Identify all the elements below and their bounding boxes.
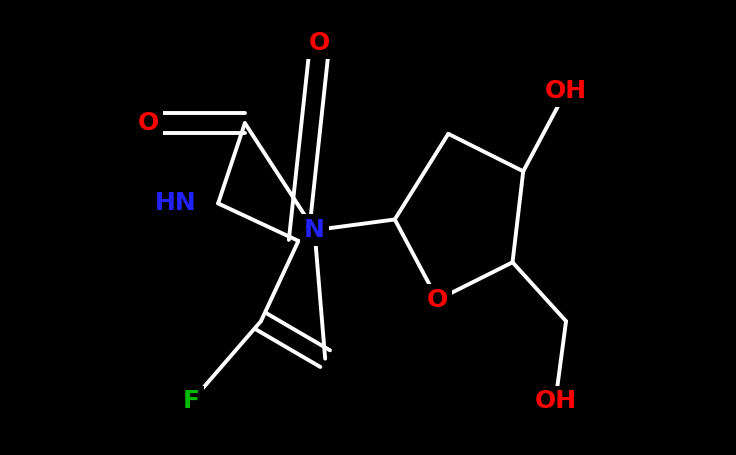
Text: HN: HN	[155, 192, 197, 215]
Text: OH: OH	[534, 389, 576, 414]
Text: OH: OH	[545, 79, 587, 103]
Text: O: O	[309, 31, 330, 55]
Text: F: F	[183, 389, 200, 414]
Text: O: O	[427, 288, 448, 312]
Text: N: N	[304, 218, 325, 242]
Text: O: O	[138, 111, 159, 135]
